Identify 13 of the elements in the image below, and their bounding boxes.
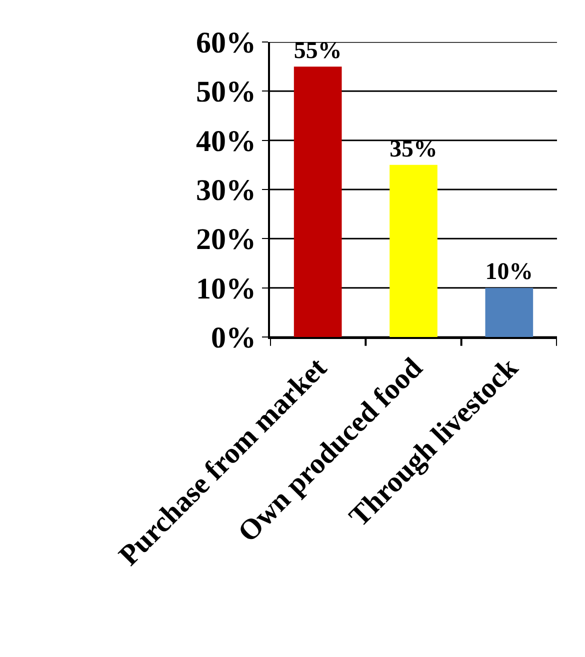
- y-tick-label: 0%: [211, 322, 256, 354]
- bar: [294, 66, 342, 337]
- y-tick-label: 40%: [196, 124, 256, 158]
- data-label: 10%: [485, 259, 534, 286]
- y-tick-label: 30%: [196, 174, 256, 207]
- y-tick-label: 60%: [196, 26, 256, 60]
- bar: [390, 164, 438, 337]
- bar: [485, 288, 534, 337]
- y-tick-label: 20%: [196, 223, 256, 256]
- data-label: 35%: [390, 136, 438, 162]
- y-tick-label: 50%: [196, 76, 256, 109]
- y-tick-label: 10%: [196, 272, 256, 306]
- data-label: 55%: [294, 38, 342, 64]
